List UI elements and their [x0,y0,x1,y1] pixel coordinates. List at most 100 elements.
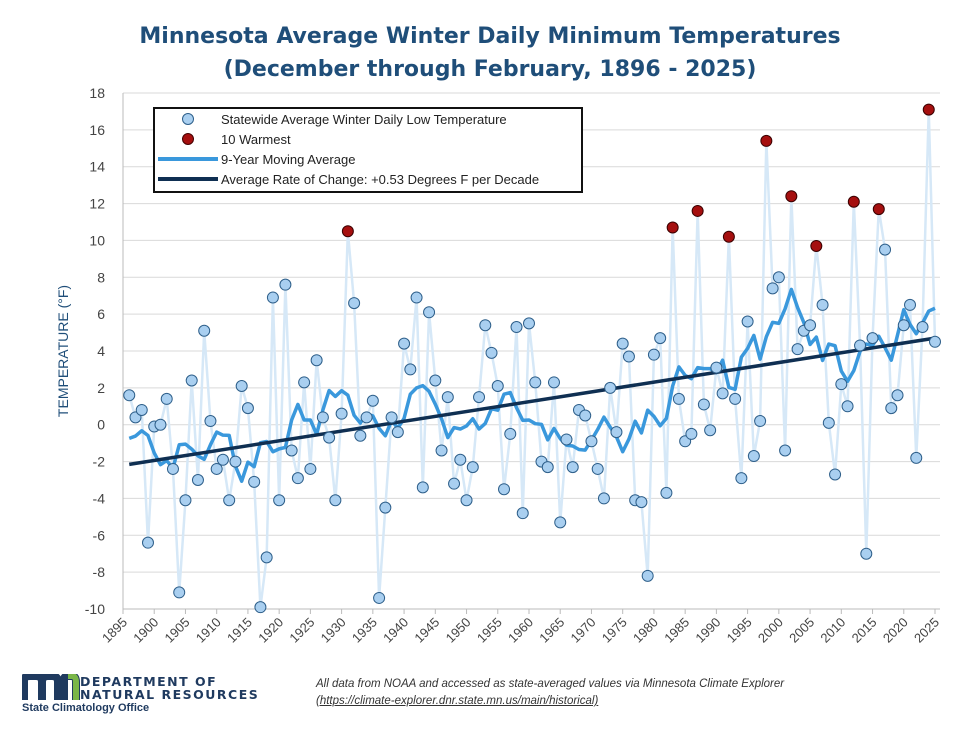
warmest-point [722,230,735,243]
data-point [829,468,842,481]
data-point [198,324,211,337]
data-point [860,547,873,560]
data-point [323,431,336,444]
source-link[interactable]: (https://climate-explorer.dnr.state.mn.u… [316,695,599,707]
data-point [879,243,892,256]
data-point [441,391,454,404]
data-point [166,462,179,475]
data-point [547,376,560,389]
x-tick-label: 2000 [755,615,786,646]
data-point [516,507,529,520]
data-point [779,444,792,457]
warmest-point [666,221,679,234]
data-point [360,411,373,424]
line-swatch-icon [158,157,218,161]
data-point [610,426,623,439]
y-axis-label: TEMPERATURE (°F) [55,285,71,417]
data-point [510,321,523,334]
y-tick-label: 14 [89,159,105,175]
warmest-point [341,225,354,238]
data-point [791,343,804,356]
data-point [747,450,760,463]
x-tick-label: 1965 [536,615,567,646]
data-point [391,426,404,439]
x-tick-label: 1930 [318,615,349,646]
warmest-point [691,204,704,217]
y-tick-label: 0 [97,417,105,433]
x-tick-label: 1895 [99,615,130,646]
data-point [716,387,729,400]
data-point [204,415,217,428]
data-point [223,494,236,507]
y-tick-label: 6 [97,306,105,322]
data-point [429,374,442,387]
data-point [504,427,517,440]
data-point [241,402,254,415]
data-point [348,297,361,310]
data-point [685,427,698,440]
data-point [766,282,779,295]
data-point [704,424,717,437]
legend-label: Statewide Average Winter Daily Low Tempe… [221,111,507,127]
data-point [866,332,879,345]
data-point [291,472,304,485]
data-point [635,496,648,509]
data-point [473,391,486,404]
org-name: DEPARTMENT OF NATURAL RESOURCES [80,675,259,701]
data-point [529,376,542,389]
legend-item-warmest: 10 Warmest [155,129,291,149]
data-point [891,389,904,402]
data-point [616,337,629,350]
y-tick-label: 16 [89,122,105,138]
legend-label: 9-Year Moving Average [221,151,356,167]
data-point [579,409,592,422]
data-point [904,298,917,311]
x-tick-label: 1975 [599,615,630,646]
data-point [604,381,617,394]
data-point [498,483,511,496]
x-tick-label: 2015 [849,615,880,646]
data-point [910,451,923,464]
data-point [354,429,367,442]
data-point [404,363,417,376]
data-point [729,392,742,405]
data-point [491,380,504,393]
x-tick-label: 1915 [224,615,255,646]
data-point [154,418,167,431]
x-tick-label: 1950 [443,615,474,646]
data-point [835,378,848,391]
legend-item-trend: Average Rate of Change: +0.53 Degrees F … [155,169,539,189]
data-point [566,461,579,474]
data-point [304,462,317,475]
data-point [741,315,754,328]
data-point [585,435,598,448]
observation-connector-line [128,109,937,608]
data-point [335,407,348,420]
legend: Statewide Average Winter Daily Low Tempe… [153,107,583,193]
data-point [735,472,748,485]
data-point [385,411,398,424]
data-point [885,402,898,415]
red-marker-icon [182,133,194,145]
x-tick-label: 1935 [349,615,380,646]
x-tick-label: 1925 [286,615,317,646]
data-source-note: All data from NOAA and accessed as state… [316,676,784,710]
data-point [804,319,817,332]
y-tick-label: 4 [97,343,105,359]
org-line-1: DEPARTMENT OF [80,674,218,689]
x-tick-label: 2020 [880,615,911,646]
x-tick-label: 2005 [786,615,817,646]
x-tick-label: 1940 [380,615,411,646]
data-point [841,400,854,413]
chart-subtitle: (December through February, 1896 - 2025) [223,57,757,82]
y-tick-label: -6 [93,527,106,543]
warmest-point [922,103,935,116]
data-point [329,494,342,507]
data-point [135,403,148,416]
data-point [273,494,286,507]
x-tick-label: 1910 [193,615,224,646]
data-point [416,481,429,494]
data-point [185,374,198,387]
data-point [216,453,229,466]
